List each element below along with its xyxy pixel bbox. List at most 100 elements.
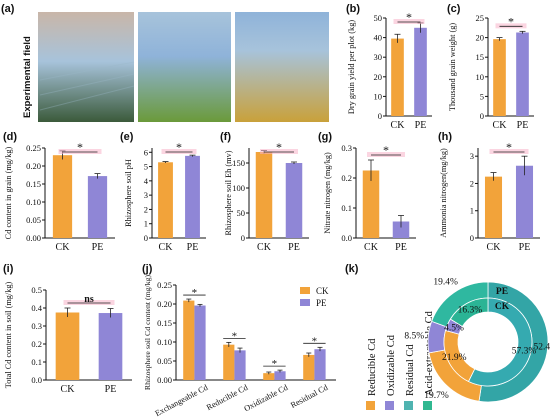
bar-ck	[493, 39, 506, 116]
y-tick-label: 2	[144, 204, 148, 214]
x-tick-label: Exchangeable Cd	[154, 382, 210, 417]
bar-pe	[98, 313, 123, 380]
sig-highlight	[260, 149, 298, 154]
bar-pe	[516, 32, 529, 117]
x-tick-label: PE	[415, 120, 427, 131]
y-tick-label: 3	[470, 151, 474, 161]
slice-label: 57.3%	[512, 346, 537, 356]
slice-label: 19.7%	[424, 391, 449, 401]
bar-ck	[263, 373, 275, 380]
sig-highlight	[495, 23, 527, 29]
y-axis-label: Dry grain yield per plot (kg)	[347, 20, 356, 114]
sig-mark: *	[232, 330, 238, 342]
y-tick-label: 30	[374, 52, 383, 62]
sig-mark: *	[508, 14, 514, 28]
ring-name: PE	[496, 287, 508, 297]
legend-label: CK	[316, 286, 329, 296]
panel-label: (e)	[120, 131, 134, 143]
x-tick-label: PE	[517, 120, 529, 131]
sig-mark: *	[272, 358, 278, 370]
photo-side-label: Experimental field	[22, 36, 33, 118]
bar-pe	[185, 155, 200, 238]
y-tick-label: 0.05	[157, 356, 172, 366]
y-tick-label: 20	[476, 33, 485, 43]
x-tick-label: CK	[159, 242, 174, 253]
y-tick-label: 0.15	[26, 179, 41, 189]
y-tick-label: 0.4	[31, 303, 42, 313]
y-tick-label: 0.10	[26, 197, 41, 207]
y-axis-label: Thousand grain weight (g)	[448, 23, 457, 111]
sig-mark: ns	[84, 294, 94, 305]
panel-label: (j)	[142, 263, 153, 275]
svg-text:(a): (a)	[1, 3, 15, 15]
y-tick-label: 100	[232, 183, 245, 193]
y-axis-label: Rhizosphere soil Eh (mv)	[224, 150, 233, 235]
panel-a: (a) Experimental field	[1, 3, 329, 122]
y-axis-label: Ammonia nitrogen(mg/kg)	[439, 148, 448, 238]
panel-label: (b)	[346, 3, 360, 15]
x-tick-label: PE	[105, 384, 117, 395]
ring-name: CK	[495, 302, 510, 312]
chart-d: (d) 0.00 0.05 0.10 0.15 0.20 0.25 Cd content in…	[3, 131, 115, 253]
chart-e: (e) 0 1 2 3 4 5 6 Rhizosphere soil pH CK PE *	[120, 131, 206, 253]
legend-swatch	[423, 401, 432, 410]
panel-label: (f)	[220, 131, 231, 143]
y-tick-label: 0.10	[157, 337, 172, 347]
legend-swatch	[385, 401, 394, 410]
chart-g: (g) 0.0 0.1 0.2 0.3 Nitrate nitrogen (mg/kg) C…	[318, 131, 416, 253]
y-tick-label: 10	[374, 91, 383, 101]
y-tick-label: 5	[480, 91, 484, 101]
chart-b: (b) 0 10 20 30 40 50 Dry grain yield per plot (…	[346, 3, 432, 131]
y-tick-label: 0	[480, 111, 484, 121]
y-tick-label: 0.3	[31, 321, 42, 331]
field-photo-1	[38, 12, 134, 122]
bar-ck	[303, 354, 315, 380]
chart-i: (i) 0.0 0.1 0.2 0.3 0.4 0.5 Total Cd content in…	[3, 263, 132, 395]
y-tick-label: 6	[144, 147, 148, 157]
y-tick-label: 3	[144, 190, 148, 200]
slice-label: 8.5%	[404, 332, 424, 342]
x-tick-label: Residual Cd	[289, 382, 330, 409]
y-tick-label: 25	[476, 13, 485, 23]
bar-ck	[255, 152, 273, 238]
bar-pe	[194, 305, 206, 380]
bar-pe	[87, 176, 108, 238]
y-tick-label: 0.1	[31, 357, 42, 367]
bar-ck	[52, 155, 73, 238]
y-tick-label: 20	[374, 72, 383, 82]
sig-mark: *	[192, 287, 198, 299]
sig-highlight	[161, 149, 197, 154]
y-axis-label: Rhizosphere soil pH	[124, 159, 133, 227]
y-tick-label: 0.1	[341, 203, 352, 213]
y-tick-label: 0.3	[341, 143, 352, 153]
chart-j: (j) 0.00 0.05 0.10 0.15 0.20 0.25 Rhizosphere s…	[142, 263, 336, 417]
x-tick-label: PE	[288, 242, 300, 253]
panel-label: (k)	[345, 263, 359, 275]
bar-pe	[285, 163, 303, 238]
y-tick-label: 1	[470, 206, 474, 216]
y-tick-label: 0.00	[26, 233, 41, 243]
y-axis-label: Nitrate nitrogen (mg/kg)	[323, 152, 332, 234]
field-photo-2	[138, 12, 231, 122]
panel-label: (h)	[438, 131, 452, 143]
y-tick-label: 50	[374, 13, 383, 23]
sig-mark: *	[77, 140, 83, 154]
slice-label: 19.4%	[433, 277, 458, 287]
y-tick-label: 0.05	[26, 215, 41, 225]
legend-label: Residual Cd	[405, 344, 416, 396]
sig-highlight	[489, 149, 529, 154]
slice-label: 52.4%	[534, 342, 550, 352]
y-tick-label: 0.0	[341, 233, 352, 243]
y-tick-label: 0.0	[31, 375, 42, 385]
slice-label: 4.5%	[444, 323, 464, 333]
slice-label: 21.9%	[442, 353, 467, 363]
chart-c: (c) 0 5 10 15 20 25 Thousand grain weight (g) CK…	[447, 3, 534, 131]
bar-pe	[314, 349, 326, 380]
legend-label: PE	[316, 298, 327, 308]
bar-ck	[223, 344, 235, 380]
legend-swatch	[300, 287, 310, 294]
x-tick-label: CK	[364, 242, 379, 253]
panel-label: (g)	[318, 131, 332, 143]
x-tick-label: CK	[56, 242, 71, 253]
y-tick-label: 0.25	[26, 143, 41, 153]
